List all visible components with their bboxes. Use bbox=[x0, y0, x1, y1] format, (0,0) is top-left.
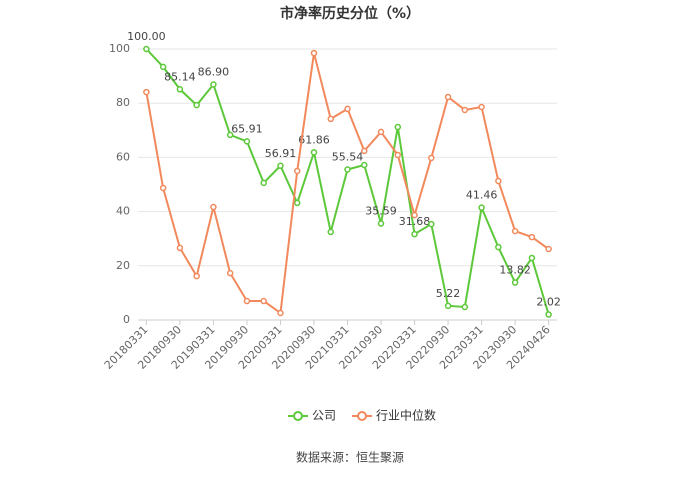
point bbox=[495, 243, 502, 251]
point bbox=[193, 272, 200, 280]
point bbox=[327, 115, 334, 123]
y-tick-label: 60 bbox=[116, 150, 130, 163]
source: 数据来源：恒生聚源 bbox=[296, 450, 404, 465]
point bbox=[159, 63, 167, 71]
point bbox=[394, 123, 402, 131]
point bbox=[444, 93, 452, 101]
y-tick-label: 40 bbox=[116, 205, 130, 218]
point bbox=[277, 162, 284, 170]
series-line bbox=[145, 48, 550, 315]
point bbox=[495, 177, 502, 185]
point bbox=[394, 151, 402, 159]
legend-icon[interactable] bbox=[293, 411, 303, 421]
point bbox=[528, 233, 536, 241]
point bbox=[478, 103, 485, 111]
point bbox=[344, 105, 351, 113]
y-tick-label: 80 bbox=[116, 96, 130, 109]
point bbox=[411, 211, 418, 219]
point bbox=[361, 161, 368, 169]
point bbox=[428, 220, 435, 228]
point bbox=[277, 309, 284, 317]
legend-label[interactable]: 公司 bbox=[312, 409, 336, 423]
point bbox=[210, 81, 217, 88]
data-label: 100.00 bbox=[127, 30, 166, 43]
point bbox=[260, 297, 267, 305]
point bbox=[528, 254, 536, 262]
data-label: 61.86 bbox=[298, 133, 330, 146]
point bbox=[344, 166, 351, 173]
y-tick-label: 100 bbox=[109, 42, 130, 55]
point bbox=[377, 220, 385, 227]
data-label: 13.82 bbox=[499, 264, 531, 277]
data-label: 31.68 bbox=[399, 215, 431, 228]
data-label: 86.90 bbox=[198, 66, 230, 79]
chart-title: 市净率历史分位（%） bbox=[280, 5, 420, 22]
data-label: 85.14 bbox=[164, 70, 196, 83]
point bbox=[377, 128, 385, 136]
point bbox=[511, 279, 519, 286]
data-label: 35.59 bbox=[365, 205, 397, 218]
point bbox=[293, 167, 301, 175]
point bbox=[310, 49, 318, 57]
point bbox=[193, 101, 200, 109]
point bbox=[176, 244, 184, 252]
legend-label[interactable]: 行业中位数 bbox=[376, 408, 436, 423]
data-label: 65.91 bbox=[231, 122, 263, 135]
point bbox=[444, 302, 452, 310]
point bbox=[478, 204, 485, 211]
point bbox=[243, 138, 251, 145]
y-tick-label: 20 bbox=[116, 259, 130, 272]
point bbox=[143, 88, 150, 96]
point bbox=[243, 297, 251, 305]
point bbox=[545, 311, 552, 318]
point bbox=[310, 149, 318, 156]
point bbox=[143, 45, 150, 53]
point bbox=[226, 131, 234, 139]
point bbox=[293, 199, 301, 207]
data-label: 2.02 bbox=[536, 296, 561, 309]
data-label: 41.46 bbox=[466, 189, 498, 202]
point bbox=[461, 303, 469, 311]
legend-icon[interactable] bbox=[357, 411, 368, 421]
data-label: 56.91 bbox=[265, 147, 297, 160]
point bbox=[361, 147, 368, 155]
data-label: 55.54 bbox=[332, 150, 364, 163]
point bbox=[210, 203, 217, 211]
point bbox=[260, 179, 267, 187]
point bbox=[159, 184, 167, 192]
point bbox=[428, 154, 435, 162]
point bbox=[176, 86, 184, 93]
data-label: 5.22 bbox=[436, 287, 461, 300]
point bbox=[511, 227, 519, 235]
y-tick-label: 0 bbox=[123, 313, 130, 326]
point bbox=[545, 245, 552, 253]
point bbox=[327, 228, 334, 236]
point bbox=[226, 269, 234, 277]
point bbox=[461, 106, 469, 114]
point bbox=[411, 230, 418, 238]
